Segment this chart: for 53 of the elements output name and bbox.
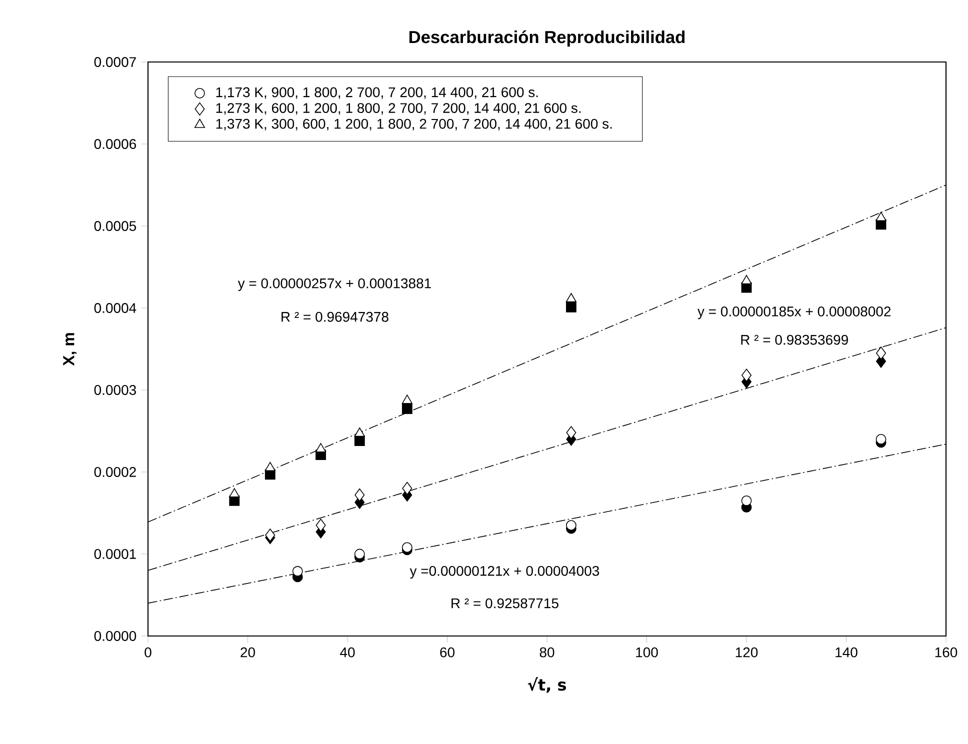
point bbox=[566, 302, 576, 312]
annotation: R ² = 0.92587715 bbox=[452, 598, 558, 608]
point bbox=[264, 462, 276, 472]
point bbox=[741, 496, 752, 506]
x-tick-label: 100 bbox=[636, 647, 658, 658]
point bbox=[402, 394, 412, 404]
legend-label: 1,173 K, 900, 1 800, 2 700, 7 200, 14 400, 21 600 s. bbox=[216, 87, 538, 99]
point bbox=[316, 518, 326, 532]
y-tick-label: 0.0001 bbox=[94, 549, 136, 559]
x-axis-title: √t, s bbox=[528, 677, 566, 693]
point bbox=[876, 346, 886, 360]
point bbox=[402, 482, 412, 495]
x-tick-label: 0 bbox=[144, 647, 152, 658]
point bbox=[402, 404, 412, 414]
x-tick-label: 120 bbox=[736, 647, 758, 658]
y-tick-label: 0.0007 bbox=[94, 57, 136, 67]
y-tick-label: 0.0002 bbox=[94, 467, 136, 477]
point bbox=[742, 368, 752, 382]
point bbox=[876, 212, 886, 222]
annotation: y =0.00000121x + 0.00004003 bbox=[410, 566, 600, 579]
x-tick-label: 80 bbox=[540, 647, 554, 658]
y-tick-label: 0.0003 bbox=[94, 385, 136, 395]
x-tick-label: 140 bbox=[836, 647, 858, 658]
y-tick-label: 0.0005 bbox=[94, 221, 136, 231]
point bbox=[402, 542, 412, 553]
y-tick-label: 0.0004 bbox=[94, 303, 136, 313]
y-tick-label: 0.0006 bbox=[94, 139, 136, 149]
annotation: y = 0.00000257x + 0.00013881 bbox=[238, 278, 431, 292]
annotation: y = 0.00000185x + 0.00008002 bbox=[698, 306, 891, 320]
chart-title: Descarburación Reproducibilidad bbox=[409, 30, 685, 47]
annotation: R ² = 0.98353699 bbox=[741, 334, 848, 345]
x-tick-label: 40 bbox=[340, 647, 355, 658]
point bbox=[354, 548, 365, 560]
legend-label: 1,273 K, 600, 1 200, 1 800, 2 700, 7 200, 14 400, 21 600 s. bbox=[216, 103, 581, 115]
annotation: R ² = 0.96947378 bbox=[282, 312, 388, 322]
point bbox=[229, 488, 240, 498]
point bbox=[876, 434, 886, 444]
legend-label: 1,373 K, 300, 600, 1 200, 1 800, 2 700, 7 200, 14 400, 21 600 s. bbox=[216, 118, 612, 130]
point bbox=[354, 427, 365, 437]
x-tick-label: 160 bbox=[935, 647, 958, 658]
y-tick-label: 0.0000 bbox=[94, 631, 136, 641]
point bbox=[566, 426, 576, 440]
x-tick-label: 60 bbox=[440, 647, 454, 658]
x-tick-label: 20 bbox=[240, 647, 255, 658]
point bbox=[292, 566, 303, 576]
point bbox=[566, 520, 576, 530]
point bbox=[566, 292, 576, 302]
point bbox=[265, 528, 276, 542]
point bbox=[354, 436, 365, 446]
point bbox=[316, 443, 326, 452]
point bbox=[354, 488, 365, 502]
y-axis-title: X, m bbox=[63, 333, 77, 366]
point bbox=[741, 274, 752, 284]
